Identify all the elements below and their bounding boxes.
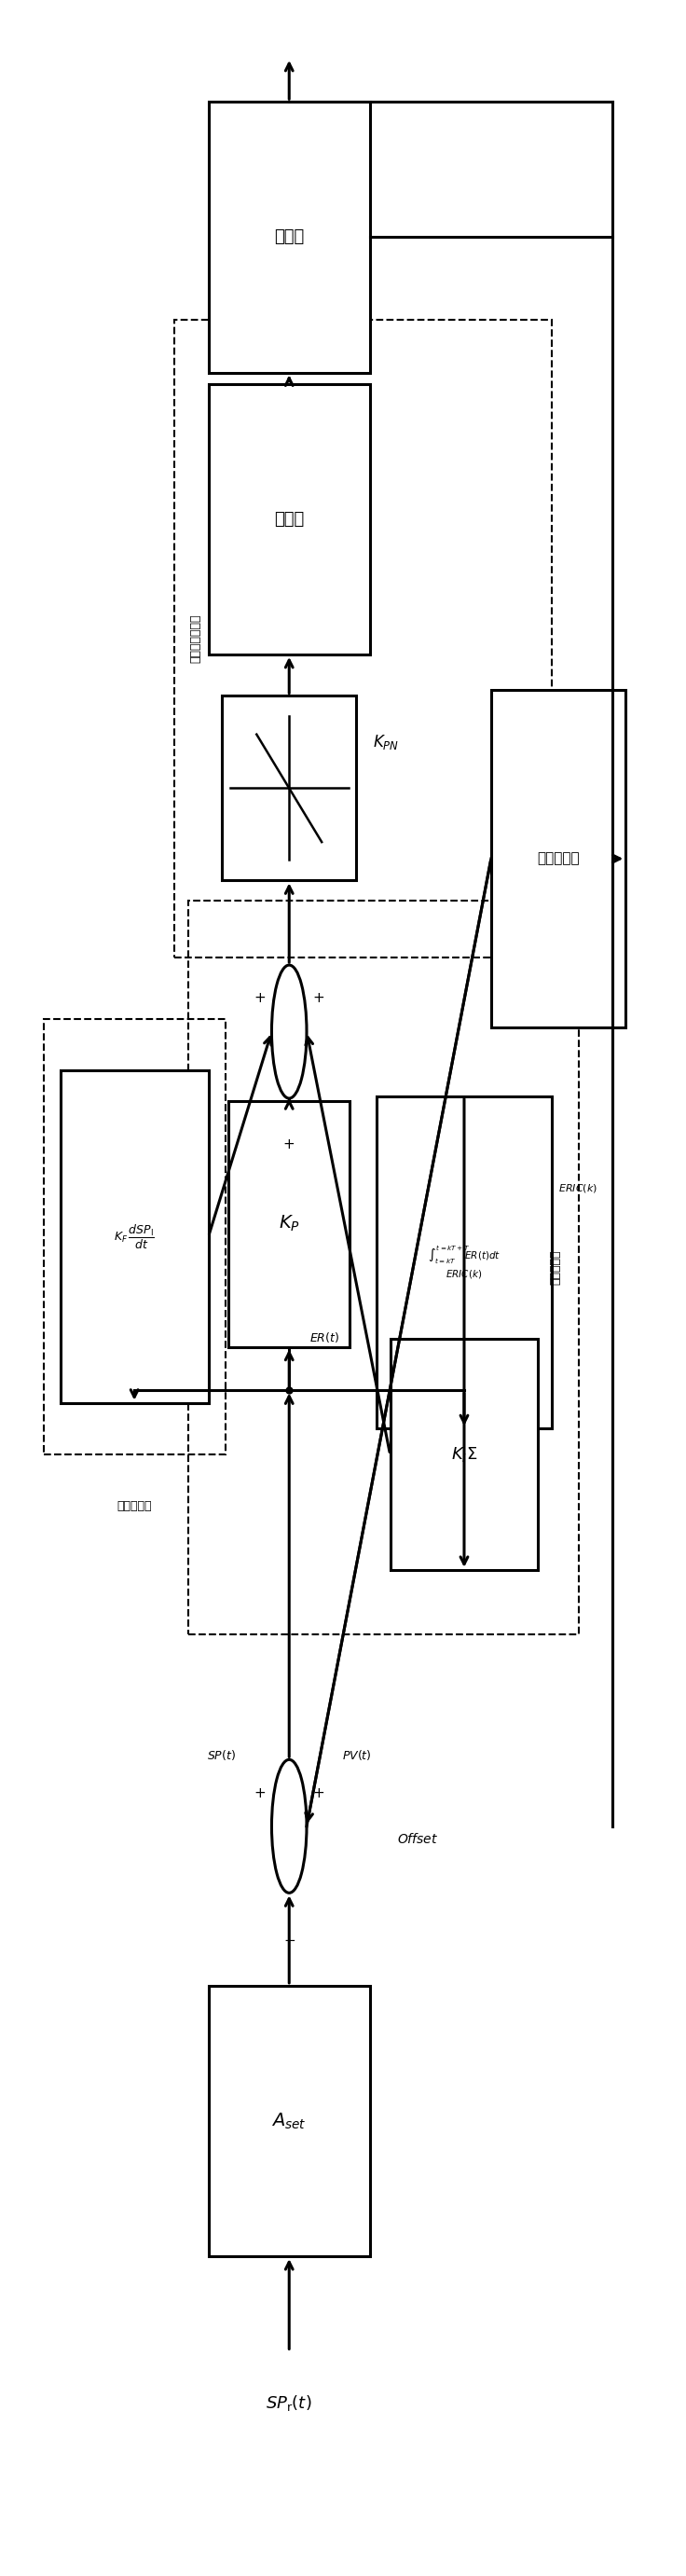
Bar [60, 1072, 209, 1404]
Text: $A_{set}$: $A_{set}$ [272, 2112, 307, 2130]
Text: $PV(t)$: $PV(t)$ [342, 1749, 371, 1762]
Bar [43, 1020, 225, 1453]
Text: 闭环控制器: 闭环控制器 [549, 1249, 562, 1285]
Bar [491, 690, 626, 1028]
Bar [222, 696, 357, 881]
Text: 液压缸: 液压缸 [274, 229, 304, 245]
Bar [377, 1097, 552, 1430]
Text: $\int_{t=kT}^{t=kT+T}\!\!ER(t)dt$
$ERIC(k)$: $\int_{t=kT}^{t=kT+T}\!\!ER(t)dt$ $ERIC(… [427, 1244, 501, 1280]
Text: 阀门正反向控制: 阀门正反向控制 [189, 613, 202, 662]
Text: +: + [283, 1139, 295, 1151]
Bar [209, 384, 370, 654]
Text: $-$: $-$ [283, 1932, 295, 1945]
Text: 位移传感器: 位移传感器 [537, 853, 580, 866]
Text: +: + [313, 1785, 324, 1801]
Bar [228, 1100, 350, 1347]
Bar [209, 103, 370, 374]
Text: $SP_{\rm r}(t)$: $SP_{\rm r}(t)$ [266, 2393, 312, 2414]
Text: 预估控制器: 预估控制器 [117, 1499, 152, 1512]
Text: $K_F\,\dfrac{dSP_{\rm l}}{dt}$: $K_F\,\dfrac{dSP_{\rm l}}{dt}$ [114, 1224, 155, 1252]
Text: $K_I\Sigma$: $K_I\Sigma$ [451, 1445, 477, 1463]
Bar [209, 1986, 370, 2257]
Text: +: + [313, 992, 324, 1005]
Text: 伺服阀: 伺服阀 [274, 510, 304, 528]
Text: $ERIC(k)$: $ERIC(k)$ [558, 1182, 598, 1195]
Text: +: + [254, 1785, 265, 1801]
Text: +: + [254, 992, 265, 1005]
Bar [188, 902, 578, 1633]
Circle shape [272, 966, 307, 1097]
Text: $K_P$: $K_P$ [279, 1213, 300, 1234]
Circle shape [272, 1759, 307, 1893]
Text: $ER(t)$: $ER(t)$ [309, 1329, 340, 1345]
Text: $Offset$: $Offset$ [397, 1832, 438, 1847]
Bar [390, 1340, 539, 1569]
Text: $K_{PN}$: $K_{PN}$ [373, 732, 400, 752]
Text: $SP(t)$: $SP(t)$ [207, 1749, 236, 1762]
Bar [175, 319, 552, 958]
